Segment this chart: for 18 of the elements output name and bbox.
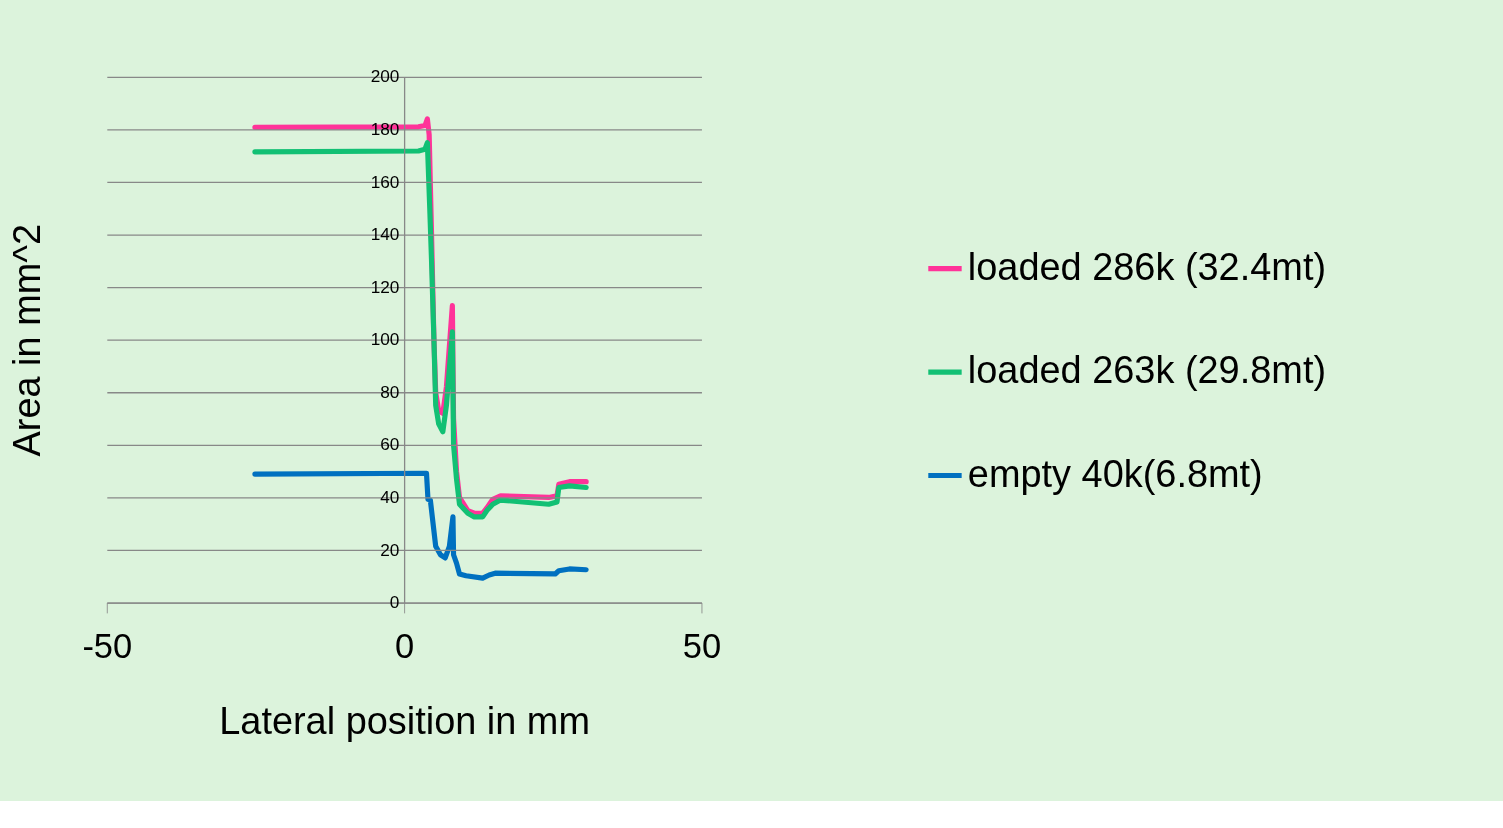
y-axis-title: Area in mm^2 [5,223,48,457]
y-tick-label: 40 [380,487,400,508]
x-axis-title: Lateral position in mm [219,700,591,743]
y-tick-label: 200 [370,66,400,87]
y-tick-label: 140 [370,224,400,245]
y-tick-label: 180 [370,119,400,140]
legend-label: empty 40k(6.8mt) [967,452,1263,495]
y-tick-label: 100 [370,329,400,350]
y-tick-label: 120 [370,276,400,297]
y-tick-label: 80 [380,381,400,402]
y-tick-label: 20 [380,539,400,560]
x-tick-label: -50 [82,627,133,666]
legend-label: loaded 263k (29.8mt) [967,349,1327,392]
y-tick-label: 60 [380,434,400,455]
y-tick-label: 160 [370,171,400,192]
y-tick-label: 0 [389,592,400,613]
legend-label: loaded 286k (32.4mt) [967,245,1327,288]
x-tick-label: 50 [682,627,722,666]
